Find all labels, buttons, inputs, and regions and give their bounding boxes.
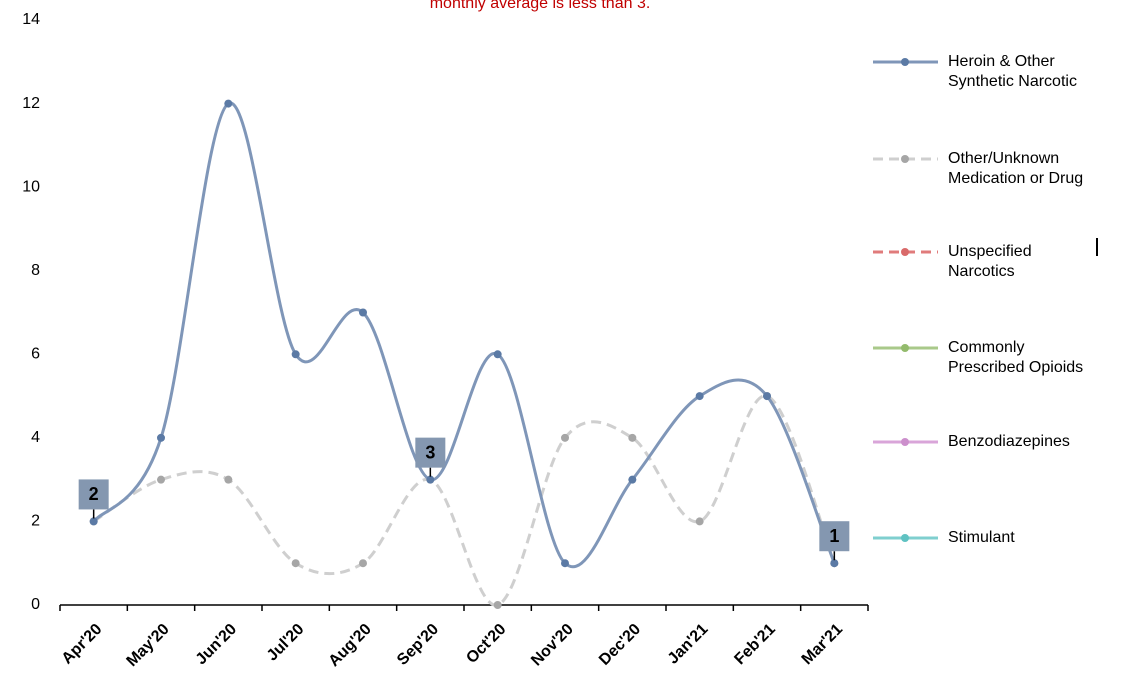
data-point: [493, 601, 502, 609]
y-tick-label: 10: [22, 178, 40, 195]
data-point: [157, 475, 165, 484]
data-point: [493, 350, 502, 359]
data-point: [291, 559, 300, 568]
data-point: [561, 433, 569, 442]
legend-marker: [901, 534, 909, 542]
data-point: [224, 99, 233, 108]
data-label: 3: [425, 442, 435, 462]
label-box: [415, 437, 446, 468]
x-tick-label: Jan'21: [665, 621, 712, 668]
x-tick-label: Jun'20: [193, 621, 240, 668]
x-tick-label: Nov'20: [528, 621, 577, 670]
data-label: 2: [89, 484, 99, 504]
x-tick-label: Aug'20: [326, 621, 375, 670]
x-tick-label: Apr'20: [59, 621, 106, 668]
y-tick-label: 6: [31, 346, 40, 363]
legend-marker: [901, 248, 909, 256]
x-tick-label: Mar'21: [799, 621, 846, 668]
legend-label: Commonly Prescribed Opioids: [948, 339, 1084, 376]
data-point: [89, 517, 98, 526]
legend-marker: [901, 58, 909, 66]
legend-label: Other/Unknown Medication or Drug: [948, 150, 1084, 187]
x-tick-label: May'20: [124, 621, 173, 670]
data-point: [224, 475, 233, 484]
legend-label: Unspecified Narcotics: [948, 243, 1032, 280]
y-tick-label: 12: [22, 95, 40, 112]
chart-title: monthly average is less than 3.: [430, 0, 651, 12]
legend-marker: [901, 438, 909, 446]
label-box: [819, 521, 850, 552]
data-point: [359, 308, 367, 317]
y-tick-label: 2: [31, 513, 40, 530]
data-point: [426, 475, 435, 484]
data-point: [157, 433, 165, 442]
data-point: [628, 475, 637, 484]
legend-marker: [901, 344, 909, 352]
data-point: [359, 559, 367, 568]
legend-label: Benzodiazepines: [948, 433, 1070, 450]
legend-label: Heroin & Other Synthetic Narcotic: [948, 53, 1077, 90]
data-point: [561, 559, 569, 568]
series-line: [92, 394, 836, 607]
x-tick-label: Sep'20: [394, 621, 442, 669]
data-point: [830, 559, 839, 568]
y-tick-label: 4: [31, 429, 40, 446]
data-point: [695, 517, 704, 526]
x-tick-label: Feb'21: [731, 621, 778, 668]
legend-marker: [901, 155, 909, 163]
data-point: [695, 392, 704, 401]
data-point: [628, 433, 637, 442]
label-box: [78, 479, 109, 510]
y-tick-label: 0: [31, 596, 40, 613]
x-tick-label: Jul'20: [264, 621, 308, 665]
data-label: 1: [829, 526, 839, 546]
data-point: [763, 392, 771, 401]
data-point: [291, 350, 300, 359]
y-tick-label: 8: [31, 262, 40, 279]
legend-label: Stimulant: [948, 529, 1015, 546]
x-tick-label: Dec'20: [596, 621, 644, 669]
series-line: [92, 101, 836, 568]
y-tick-label: 14: [22, 11, 40, 28]
x-tick-label: Oct'20: [463, 621, 509, 667]
